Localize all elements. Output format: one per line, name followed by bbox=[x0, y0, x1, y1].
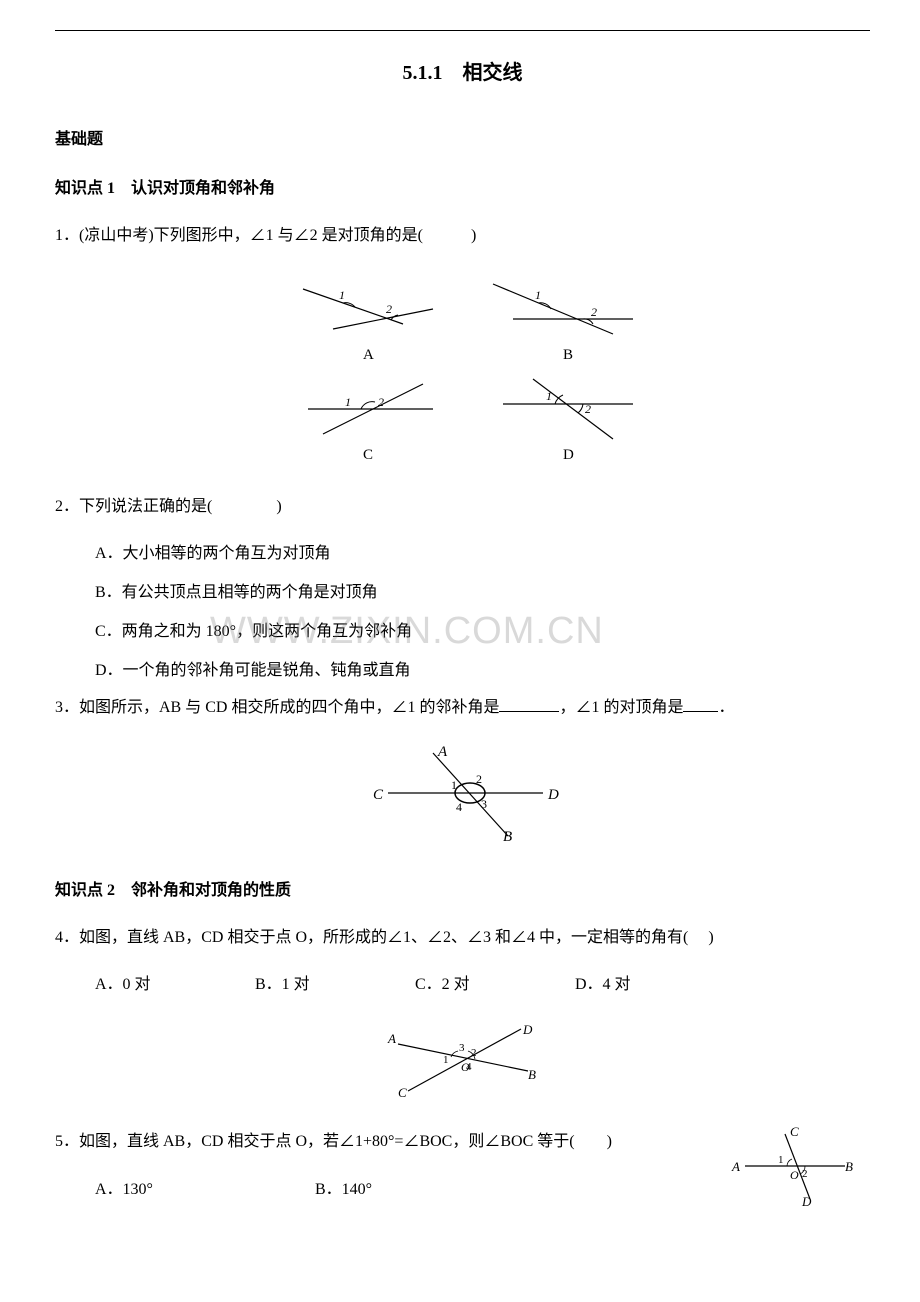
svg-text:1: 1 bbox=[443, 1054, 449, 1066]
svg-text:1: 1 bbox=[339, 288, 345, 302]
svg-text:A: A bbox=[731, 1159, 740, 1174]
q3-text-mid: ，∠1 的对顶角是 bbox=[559, 699, 683, 716]
svg-text:D: D bbox=[547, 787, 559, 803]
q2-option-c: C．两角之和为 180°，则这两个角互为邻补角 bbox=[95, 617, 870, 641]
q3-blank-1 bbox=[499, 696, 559, 712]
figure-q1: 1 2 A 1 2 B 1 2 C 1 bbox=[55, 269, 870, 469]
svg-text:A: A bbox=[387, 1031, 396, 1046]
knowledge-point-2: 知识点 2 邻补角和对顶角的性质 bbox=[55, 876, 870, 900]
svg-text:C: C bbox=[373, 787, 384, 803]
figure-q5: C D A B O 1 2 bbox=[720, 1124, 870, 1214]
q2-option-b: B．有公共顶点且相等的两个角是对顶角 bbox=[95, 578, 870, 602]
svg-text:A: A bbox=[437, 744, 448, 760]
svg-text:3: 3 bbox=[481, 797, 487, 811]
svg-text:2: 2 bbox=[386, 302, 392, 316]
knowledge-point-1: 知识点 1 认识对顶角和邻补角 bbox=[55, 174, 870, 198]
svg-text:C: C bbox=[398, 1085, 407, 1100]
question-3: 3．如图所示，AB 与 CD 相交所成的四个角中，∠1 的邻补角是 ，∠1 的对顶… bbox=[55, 695, 870, 721]
svg-text:1: 1 bbox=[778, 1154, 784, 1166]
svg-text:1: 1 bbox=[345, 395, 351, 409]
svg-text:D: D bbox=[522, 1022, 533, 1037]
q4-option-d: D．4 对 bbox=[575, 970, 735, 994]
q5-options: A．130° B．140° bbox=[95, 1175, 720, 1199]
header-rule bbox=[55, 30, 870, 31]
section-basic: 基础题 bbox=[55, 125, 870, 149]
svg-text:B: B bbox=[845, 1159, 853, 1174]
svg-text:4: 4 bbox=[466, 1061, 472, 1073]
q4-option-c: C．2 对 bbox=[415, 970, 575, 994]
q4-option-b: B．1 对 bbox=[255, 970, 415, 994]
q3-text-pre: 3．如图所示，AB 与 CD 相交所成的四个角中，∠1 的邻补角是 bbox=[55, 699, 499, 716]
q4-options: A．0 对 B．1 对 C．2 对 D．4 对 bbox=[95, 970, 870, 994]
svg-text:D: D bbox=[563, 447, 574, 463]
svg-text:C: C bbox=[363, 447, 373, 463]
q2-option-d: D．一个角的邻补角可能是锐角、钝角或直角 bbox=[95, 656, 870, 680]
svg-text:2: 2 bbox=[476, 772, 482, 786]
figure-q3: A B C D 1 2 3 4 bbox=[55, 741, 870, 851]
svg-text:B: B bbox=[528, 1067, 536, 1082]
q5-option-b: B．140° bbox=[315, 1175, 535, 1199]
q2-option-a: A．大小相等的两个角互为对顶角 bbox=[95, 539, 870, 563]
svg-text:1: 1 bbox=[451, 778, 457, 792]
svg-text:C: C bbox=[790, 1124, 799, 1139]
svg-text:1: 1 bbox=[535, 288, 541, 302]
question-4: 4．如图，直线 AB，CD 相交于点 O，所形成的∠1、∠2、∠3 和∠4 中，… bbox=[55, 925, 870, 951]
svg-text:4: 4 bbox=[456, 800, 462, 814]
q3-text-end: ． bbox=[718, 699, 734, 716]
figure-q4: A B C D O 1 2 3 4 bbox=[55, 1019, 870, 1104]
page-title: 5.1.1 相交线 bbox=[55, 56, 870, 85]
q4-option-a: A．0 对 bbox=[95, 970, 255, 994]
q5-option-a: A．130° bbox=[95, 1175, 315, 1199]
question-5: 5．如图，直线 AB，CD 相交于点 O，若∠1+80°=∠BOC，则∠BOC … bbox=[55, 1129, 720, 1155]
svg-text:2: 2 bbox=[378, 395, 384, 409]
svg-text:2: 2 bbox=[591, 305, 597, 319]
question-1: 1．(凉山中考)下列图形中，∠1 与∠2 是对顶角的是( ) bbox=[55, 223, 870, 249]
svg-text:1: 1 bbox=[546, 389, 552, 403]
svg-text:A: A bbox=[363, 347, 374, 363]
svg-text:O: O bbox=[790, 1168, 799, 1182]
question-2: 2．下列说法正确的是( ) bbox=[55, 494, 870, 520]
svg-text:2: 2 bbox=[585, 402, 591, 416]
svg-text:B: B bbox=[563, 347, 573, 363]
svg-text:3: 3 bbox=[459, 1042, 465, 1054]
q3-blank-2 bbox=[683, 696, 718, 712]
svg-text:D: D bbox=[801, 1194, 812, 1209]
